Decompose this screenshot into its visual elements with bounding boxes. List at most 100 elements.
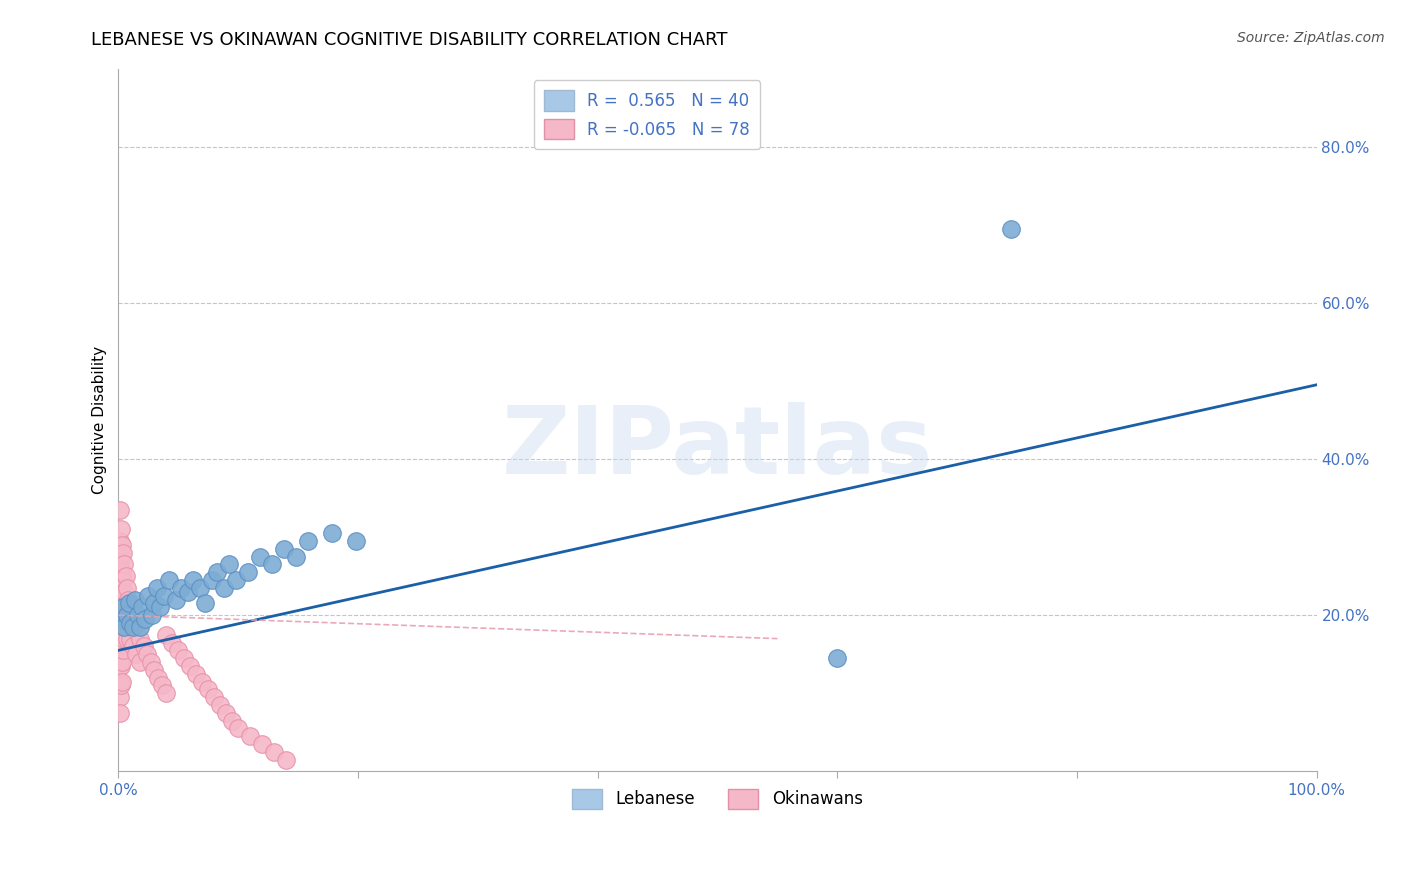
Point: [110, 612, 132, 626]
Y-axis label: Cognitive Disability: Cognitive Disability: [93, 346, 107, 494]
Point: [150, 678, 173, 692]
Point: [110, 549, 132, 564]
Point: [114, 558, 136, 572]
Point: [157, 573, 180, 587]
Point: [110, 573, 132, 587]
Point: [209, 698, 232, 712]
Point: [177, 584, 200, 599]
Point: [111, 635, 134, 649]
Point: [112, 597, 135, 611]
Text: LEBANESE VS OKINAWAN COGNITIVE DISABILITY CORRELATION CHART: LEBANESE VS OKINAWAN COGNITIVE DISABILIT…: [91, 31, 728, 49]
Point: [181, 573, 204, 587]
Point: [121, 620, 143, 634]
Point: [108, 690, 131, 705]
Point: [134, 612, 156, 626]
Point: [114, 608, 136, 623]
Point: [110, 620, 132, 634]
Point: [226, 722, 249, 736]
Point: [120, 632, 142, 646]
Point: [139, 655, 162, 669]
Point: [121, 615, 143, 630]
Point: [111, 538, 134, 552]
Point: [179, 659, 201, 673]
Point: [212, 581, 235, 595]
Point: [110, 640, 132, 654]
Point: [260, 558, 283, 572]
Point: [118, 624, 141, 638]
Point: [146, 671, 169, 685]
Point: [114, 620, 136, 634]
Point: [108, 628, 131, 642]
Point: [1000, 221, 1022, 235]
Point: [108, 597, 131, 611]
Point: [155, 628, 177, 642]
Point: [129, 632, 152, 646]
Point: [110, 678, 132, 692]
Point: [129, 620, 152, 634]
Point: [111, 674, 134, 689]
Point: [188, 581, 211, 595]
Point: [173, 651, 195, 665]
Point: [108, 612, 131, 626]
Point: [131, 600, 153, 615]
Point: [112, 573, 135, 587]
Point: [186, 666, 208, 681]
Legend: Lebanese, Okinawans: Lebanese, Okinawans: [565, 782, 869, 816]
Point: [114, 569, 136, 583]
Point: [117, 615, 139, 630]
Point: [138, 589, 160, 603]
Point: [170, 581, 193, 595]
Point: [120, 615, 142, 630]
Point: [125, 647, 148, 661]
Point: [108, 706, 131, 720]
Point: [143, 663, 166, 677]
Point: [111, 612, 134, 626]
Point: [114, 597, 136, 611]
Point: [141, 608, 163, 623]
Point: [197, 682, 219, 697]
Point: [321, 526, 343, 541]
Point: [127, 608, 149, 623]
Point: [239, 729, 262, 743]
Point: [108, 674, 131, 689]
Point: [115, 608, 138, 623]
Point: [201, 573, 224, 587]
Point: [276, 753, 298, 767]
Point: [149, 600, 172, 615]
Point: [111, 589, 134, 603]
Point: [114, 620, 136, 634]
Point: [129, 655, 152, 669]
Point: [110, 659, 132, 673]
Point: [118, 600, 141, 615]
Point: [153, 589, 176, 603]
Point: [225, 573, 247, 587]
Point: [249, 549, 271, 564]
Point: [112, 643, 135, 657]
Point: [112, 546, 135, 560]
Point: [115, 632, 138, 646]
Point: [194, 597, 217, 611]
Point: [250, 737, 273, 751]
Point: [236, 566, 259, 580]
Point: [143, 597, 166, 611]
Point: [215, 706, 238, 720]
Point: [221, 714, 243, 728]
Point: [108, 659, 131, 673]
Point: [114, 632, 136, 646]
Point: [118, 597, 141, 611]
Point: [827, 651, 849, 665]
Point: [115, 581, 138, 595]
Point: [108, 502, 131, 516]
Point: [218, 558, 240, 572]
Point: [344, 534, 367, 549]
Point: [125, 624, 148, 638]
Point: [115, 608, 138, 623]
Point: [165, 592, 187, 607]
Point: [108, 534, 131, 549]
Point: [132, 640, 155, 654]
Point: [297, 534, 319, 549]
Point: [155, 686, 177, 700]
Point: [108, 558, 131, 572]
Point: [136, 647, 159, 661]
Point: [202, 690, 225, 705]
